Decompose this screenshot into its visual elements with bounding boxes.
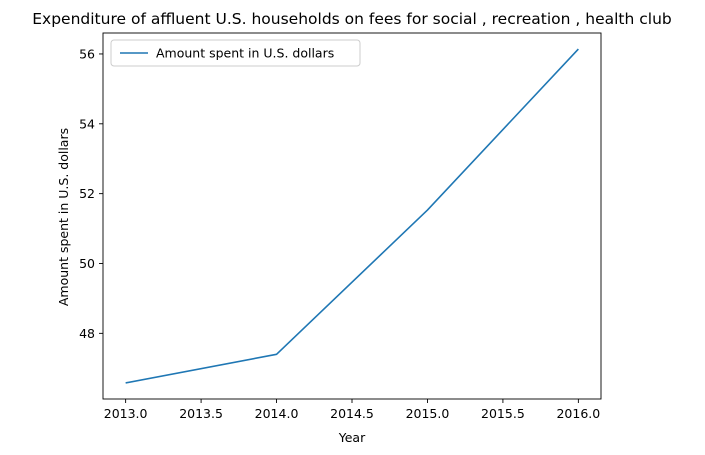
legend-box (110, 39, 361, 67)
y-tick-label: 56 (79, 46, 95, 61)
x-tick-label: 2013.5 (179, 406, 223, 421)
y-tick-label: 48 (79, 326, 95, 341)
plot-area: 2013.0 2013.5 2014.0 2014.5 2015.0 2015.5 2016… (79, 32, 602, 421)
y-tick-label: 50 (79, 256, 95, 271)
y-tick-label: 54 (79, 116, 95, 131)
legend-entry-label: Amount spent in U.S. dollars (156, 46, 334, 61)
series-line (125, 48, 579, 384)
x-tick-label: 2014.5 (330, 406, 374, 421)
x-axis-label: Year (338, 430, 366, 445)
chart-title: Expenditure of affluent U.S. households … (32, 10, 672, 28)
x-tick-label: 2013.0 (104, 406, 148, 421)
plot-frame (102, 32, 602, 400)
x-tick-label: 2016.0 (556, 406, 600, 421)
y-tick-label: 52 (79, 186, 95, 201)
x-tick-label: 2015.0 (406, 406, 450, 421)
y-axis-label: Amount spent in U.S. dollars (56, 128, 71, 306)
x-tick-label: 2014.0 (255, 406, 299, 421)
x-tick-label: 2015.5 (481, 406, 525, 421)
